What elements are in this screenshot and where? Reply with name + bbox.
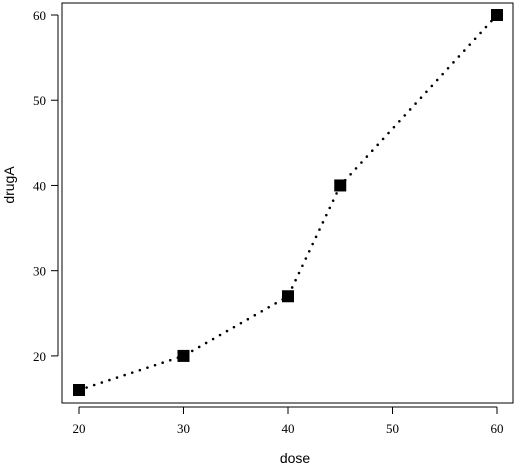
y-tick-label: 60 [33, 8, 46, 23]
x-tick-label: 50 [386, 421, 399, 436]
y-axis: 20 30 40 50 60 [33, 8, 59, 364]
data-point [282, 290, 294, 303]
y-tick-label: 40 [33, 178, 46, 193]
series-layer [73, 9, 503, 396]
data-point [491, 9, 503, 21]
series-line [77, 13, 499, 392]
y-tick-label: 30 [33, 264, 46, 279]
x-axis: 20 30 40 50 60 [73, 406, 504, 436]
x-tick-label: 30 [177, 421, 190, 436]
y-axis-title: drugA [1, 166, 17, 204]
y-tick-label: 20 [33, 349, 46, 364]
y-tick-label: 50 [33, 93, 46, 108]
x-axis-title: dose [280, 450, 311, 466]
data-point [73, 384, 85, 396]
data-point [334, 179, 347, 192]
data-point [177, 349, 190, 362]
x-tick-label: 60 [491, 421, 504, 436]
x-tick-label: 20 [73, 421, 86, 436]
x-tick-label: 40 [282, 421, 295, 436]
plot-frame [61, 2, 514, 404]
